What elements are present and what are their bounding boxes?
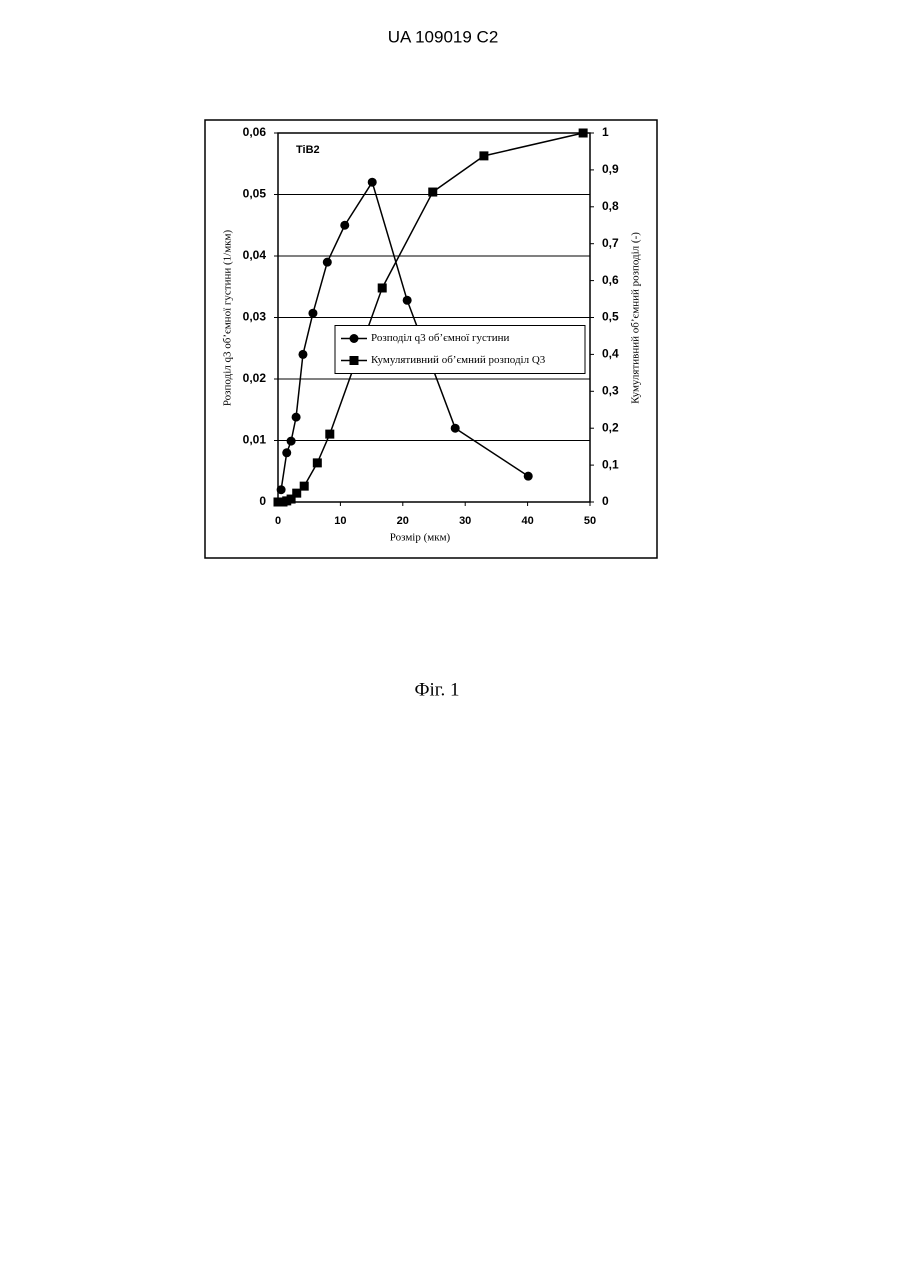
y2-tick-label: 0 [602, 494, 609, 508]
y2-tick-label: 0,8 [602, 199, 619, 213]
y-tick-label: 0,02 [243, 371, 267, 385]
data-point [292, 413, 301, 422]
legend-label: Розподіл q3 об’ємної густини [371, 332, 510, 344]
y-tick-label: 0,03 [243, 310, 267, 324]
y-axis-label: Розподіл q3 об’ємної густини (1/мкм) [222, 230, 234, 407]
caption: Фіг. 1 [415, 679, 460, 700]
data-point [479, 151, 488, 160]
x-tick-label: 50 [584, 515, 596, 527]
data-point [300, 482, 309, 491]
data-point [308, 309, 317, 318]
annotation: TiB2 [296, 144, 320, 156]
x-tick-label: 40 [521, 515, 533, 527]
data-point [313, 458, 322, 467]
header: UA 109019 C2 [388, 27, 499, 46]
y2-tick-label: 1 [602, 125, 609, 139]
data-point [282, 448, 291, 457]
data-point [287, 437, 296, 446]
legend-label: Кумулятивний об’ємний розподіл Q3 [371, 354, 546, 366]
y-tick-label: 0,05 [243, 187, 267, 201]
y2-tick-label: 0,5 [602, 310, 619, 324]
data-point [524, 472, 533, 481]
legend-marker [350, 334, 359, 343]
y-tick-label: 0,01 [243, 433, 267, 447]
y-tick-label: 0,04 [243, 248, 267, 262]
y2-tick-label: 0,4 [602, 347, 619, 361]
y2-tick-label: 0,7 [602, 236, 619, 250]
y-tick-label: 0 [259, 494, 266, 508]
page: UA 109019 C2 Фіг. 1 TiB2 Розмір (мкм) Ро… [0, 0, 901, 1273]
document: UA 109019 C2 Фіг. 1 TiB2 Розмір (мкм) Ро… [0, 0, 901, 1273]
y2-tick-label: 0,1 [602, 457, 619, 471]
x-tick-label: 10 [334, 515, 346, 527]
data-point [340, 221, 349, 230]
data-point [277, 485, 286, 494]
data-point [403, 296, 412, 305]
data-point [323, 258, 332, 267]
y-tick-label: 0,06 [243, 125, 267, 139]
x-axis-label: Розмір (мкм) [390, 532, 451, 544]
y2-tick-label: 0,3 [602, 383, 619, 397]
data-point [428, 188, 437, 197]
y2-tick-label: 0,9 [602, 162, 619, 176]
legend-marker [350, 356, 359, 365]
data-point [298, 350, 307, 359]
data-point [451, 424, 460, 433]
y2-tick-label: 0,6 [602, 273, 619, 287]
y2-tick-label: 0,2 [602, 420, 619, 434]
x-tick-label: 30 [459, 515, 471, 527]
data-point [579, 129, 588, 138]
data-point [325, 430, 334, 439]
x-tick-label: 20 [397, 515, 409, 527]
data-point [378, 283, 387, 292]
x-tick-label: 0 [275, 515, 281, 527]
y2-axis-label: Кумулятивний об’ємний розподіл (-) [630, 232, 642, 404]
data-point [368, 178, 377, 187]
